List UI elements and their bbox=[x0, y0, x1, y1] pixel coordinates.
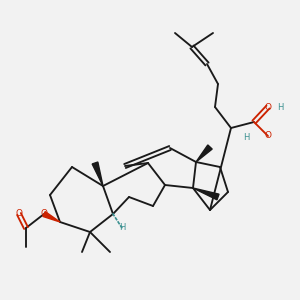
Polygon shape bbox=[196, 145, 212, 162]
Text: H: H bbox=[119, 224, 125, 232]
Text: H: H bbox=[243, 133, 249, 142]
Text: O: O bbox=[16, 209, 22, 218]
Text: O: O bbox=[265, 131, 272, 140]
Text: O: O bbox=[265, 103, 272, 112]
Text: O: O bbox=[40, 209, 47, 218]
Polygon shape bbox=[193, 188, 219, 200]
Text: H: H bbox=[277, 103, 283, 112]
Polygon shape bbox=[92, 162, 103, 186]
Polygon shape bbox=[43, 212, 60, 222]
